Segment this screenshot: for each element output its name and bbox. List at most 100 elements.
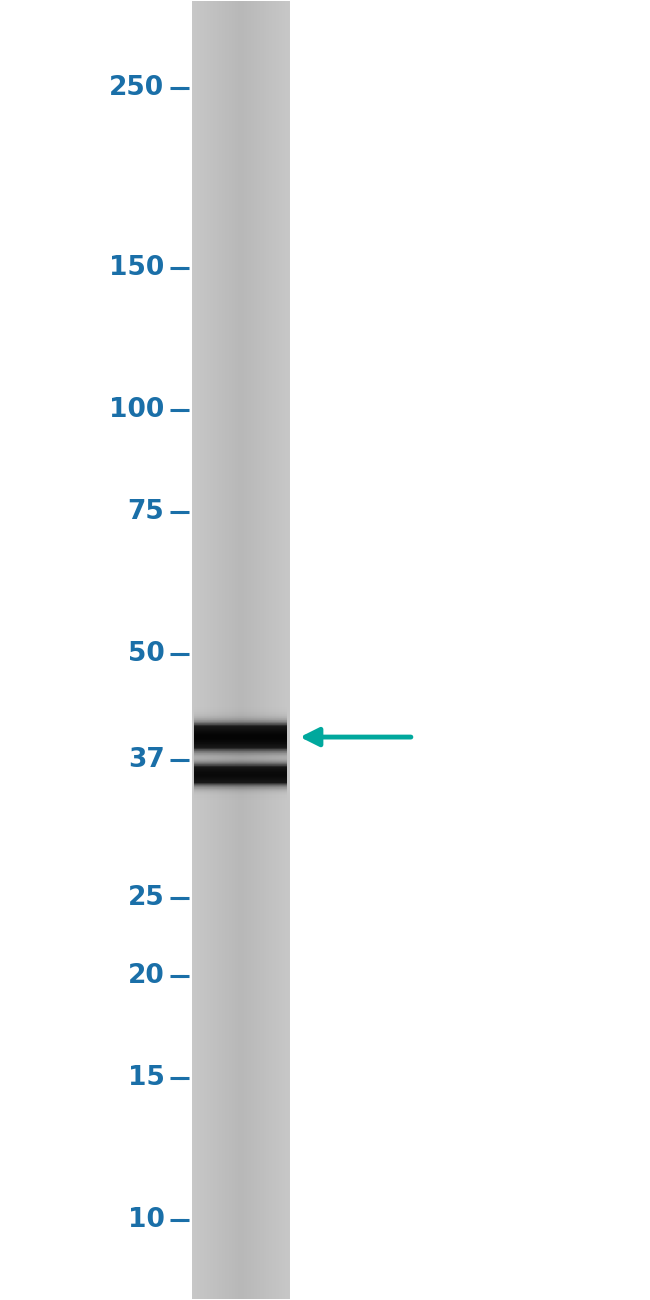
- Bar: [209, 1, 211, 1299]
- Text: 25: 25: [128, 885, 164, 911]
- Bar: [248, 1, 249, 1299]
- Bar: [272, 1, 273, 1299]
- Bar: [248, 1, 250, 1299]
- Bar: [215, 1, 216, 1299]
- Bar: [269, 1, 270, 1299]
- Bar: [263, 1, 264, 1299]
- Bar: [289, 1, 290, 1299]
- Text: 20: 20: [128, 963, 164, 989]
- Bar: [257, 1, 259, 1299]
- Bar: [222, 1, 223, 1299]
- Bar: [256, 1, 257, 1299]
- Bar: [272, 1, 274, 1299]
- Bar: [274, 1, 276, 1299]
- Bar: [266, 1, 268, 1299]
- Bar: [205, 1, 207, 1299]
- Bar: [231, 1, 233, 1299]
- Bar: [288, 1, 289, 1299]
- Bar: [237, 1, 239, 1299]
- Bar: [245, 1, 246, 1299]
- Text: 50: 50: [128, 641, 164, 667]
- Bar: [235, 1, 236, 1299]
- Bar: [219, 1, 220, 1299]
- Bar: [285, 1, 287, 1299]
- Bar: [226, 1, 227, 1299]
- Bar: [265, 1, 266, 1299]
- Bar: [241, 1, 242, 1299]
- Bar: [253, 1, 254, 1299]
- Bar: [218, 1, 220, 1299]
- Bar: [194, 1, 196, 1299]
- Bar: [217, 1, 219, 1299]
- Text: 75: 75: [128, 499, 164, 525]
- Bar: [244, 1, 246, 1299]
- Bar: [220, 1, 221, 1299]
- Bar: [252, 1, 253, 1299]
- Bar: [235, 1, 237, 1299]
- Bar: [242, 1, 243, 1299]
- Bar: [259, 1, 260, 1299]
- Bar: [271, 1, 272, 1299]
- Bar: [283, 1, 285, 1299]
- Bar: [195, 1, 196, 1299]
- Bar: [236, 1, 237, 1299]
- Bar: [268, 1, 269, 1299]
- Text: 250: 250: [109, 75, 164, 101]
- Bar: [202, 1, 203, 1299]
- Bar: [203, 1, 204, 1299]
- Bar: [197, 1, 199, 1299]
- Bar: [282, 1, 283, 1299]
- Bar: [202, 1, 203, 1299]
- Bar: [280, 1, 281, 1299]
- Text: 150: 150: [109, 255, 164, 281]
- Bar: [243, 1, 245, 1299]
- Bar: [254, 1, 255, 1299]
- Bar: [279, 1, 280, 1299]
- Bar: [233, 1, 235, 1299]
- Bar: [240, 1, 242, 1299]
- Bar: [196, 1, 198, 1299]
- Bar: [211, 1, 213, 1299]
- Bar: [212, 1, 213, 1299]
- Bar: [229, 1, 231, 1299]
- Bar: [287, 1, 289, 1299]
- Bar: [203, 1, 205, 1299]
- Text: 37: 37: [128, 747, 164, 773]
- Text: 100: 100: [109, 398, 164, 424]
- Bar: [210, 1, 211, 1299]
- Bar: [258, 1, 259, 1299]
- Bar: [262, 1, 263, 1299]
- Bar: [228, 1, 229, 1299]
- Bar: [285, 1, 286, 1299]
- Bar: [255, 1, 256, 1299]
- Bar: [261, 1, 263, 1299]
- Bar: [223, 1, 224, 1299]
- Bar: [208, 1, 209, 1299]
- Bar: [252, 1, 254, 1299]
- Bar: [220, 1, 222, 1299]
- Bar: [273, 1, 275, 1299]
- Bar: [216, 1, 218, 1299]
- Bar: [250, 1, 252, 1299]
- Bar: [278, 1, 279, 1299]
- Bar: [193, 1, 194, 1299]
- Bar: [276, 1, 278, 1299]
- Bar: [265, 1, 266, 1299]
- Bar: [224, 1, 226, 1299]
- Bar: [198, 1, 200, 1299]
- Bar: [246, 1, 248, 1299]
- Bar: [227, 1, 229, 1299]
- Bar: [284, 1, 285, 1299]
- Bar: [230, 1, 232, 1299]
- Bar: [192, 1, 194, 1299]
- Bar: [213, 1, 214, 1299]
- Bar: [268, 1, 270, 1299]
- Bar: [196, 1, 197, 1299]
- Bar: [281, 1, 282, 1299]
- Bar: [246, 1, 247, 1299]
- Bar: [200, 1, 202, 1299]
- Bar: [229, 1, 230, 1299]
- Bar: [199, 1, 200, 1299]
- Bar: [260, 1, 262, 1299]
- Bar: [209, 1, 210, 1299]
